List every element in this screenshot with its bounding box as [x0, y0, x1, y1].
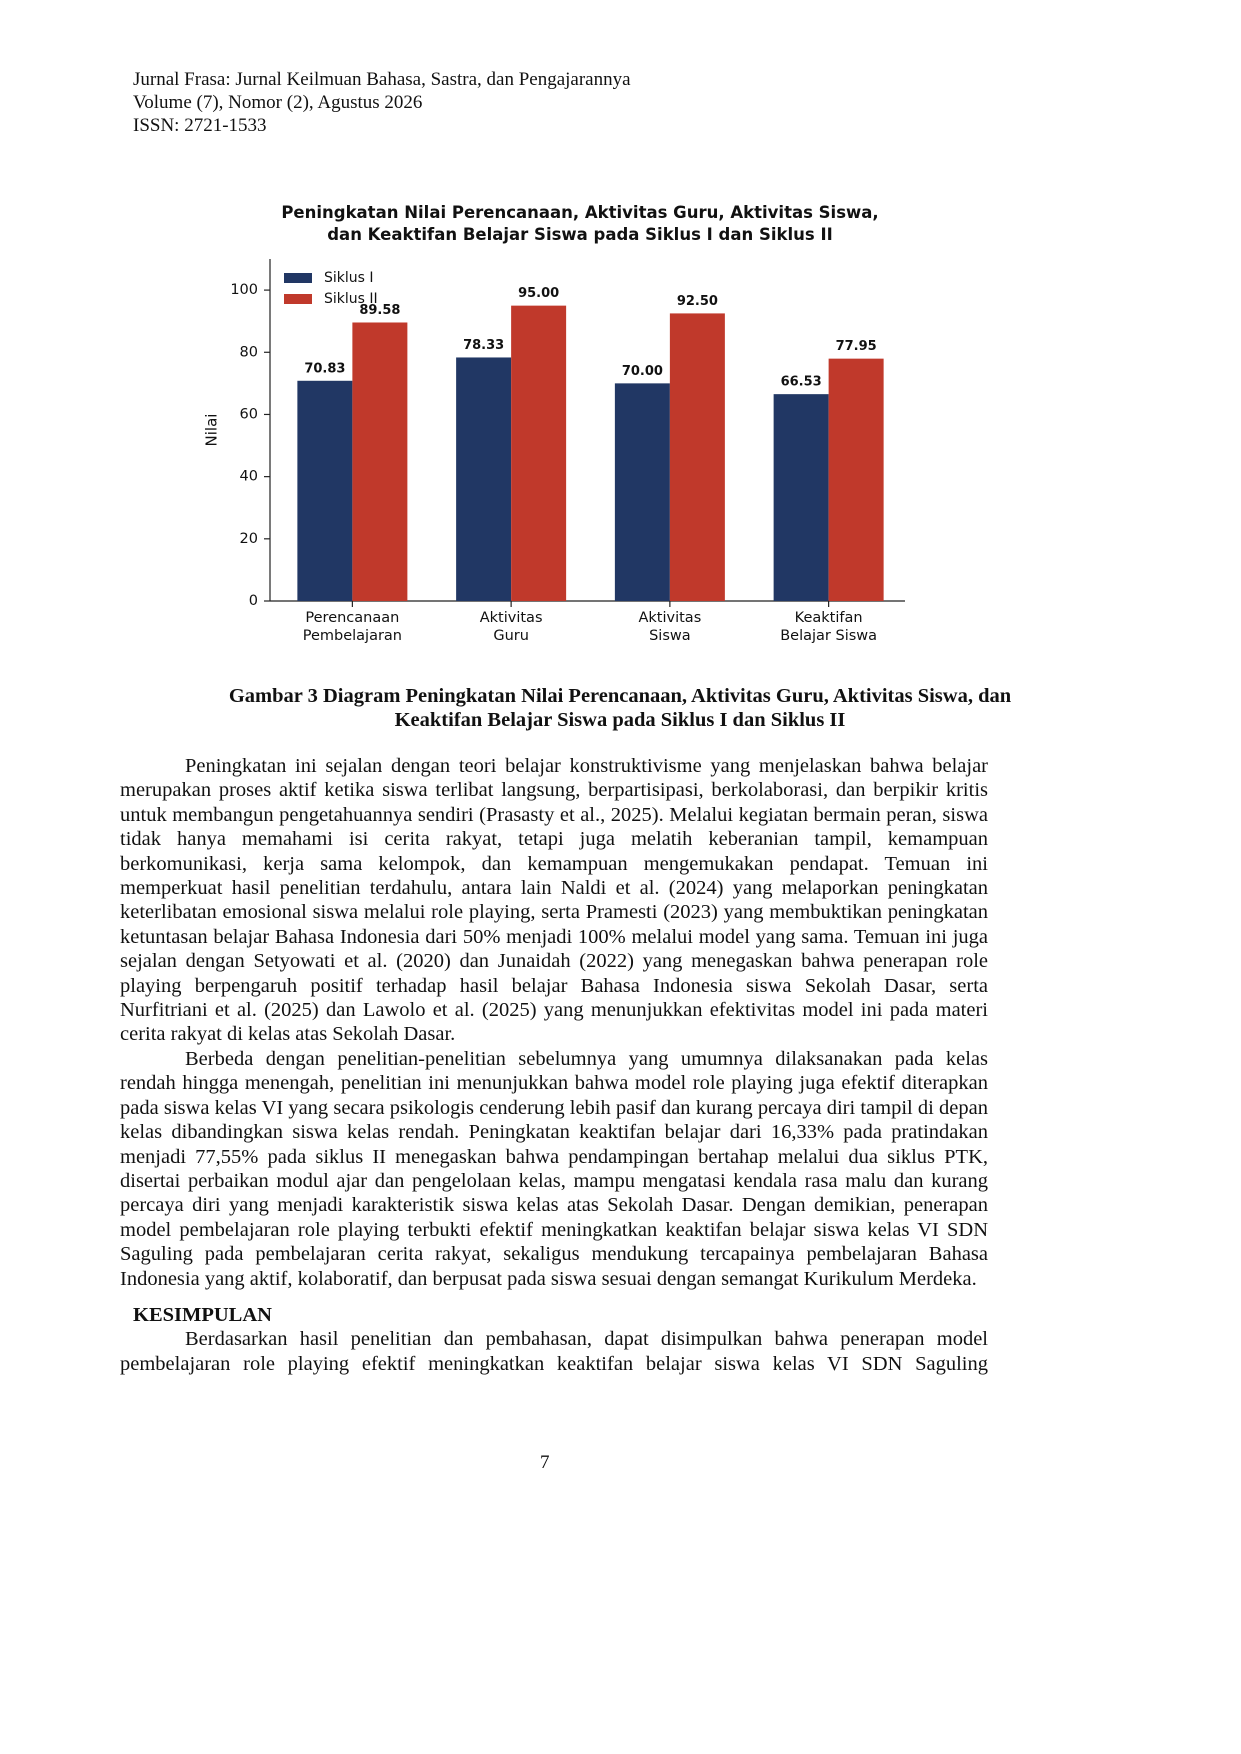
bar: [511, 305, 567, 601]
x-tick-label: Perencanaan Pembelajaran: [302, 610, 402, 644]
y-tick-label: 40: [240, 469, 258, 485]
journal-issn: ISSN: 2721-1533: [133, 115, 267, 136]
figure-caption: Gambar 3 Diagram Peningkatan Nilai Peren…: [228, 685, 1012, 731]
y-tick-label: 60: [240, 406, 258, 422]
section-heading: KESIMPULAN: [133, 1303, 272, 1326]
value-label: 70.00: [622, 364, 663, 379]
body-text: Peningkatan ini sejalan dengan teori bel…: [120, 754, 988, 1376]
journal-volume: Volume (7), Nomor (2), Agustus 2026: [133, 92, 423, 113]
paragraph: Berdasarkan hasil penelitian dan pembaha…: [120, 1328, 988, 1375]
paragraph: Berbeda dengan penelitian-penelitian seb…: [120, 1047, 988, 1290]
chart-svg: 0 20 40 60 80 100 Nilai 70.83 89.58 78.33 95.00 70.…: [203, 259, 905, 609]
legend-label: Siklus II: [324, 291, 378, 307]
value-label: 95.00: [518, 286, 559, 301]
value-label: 92.50: [677, 294, 718, 309]
bar: [297, 380, 353, 601]
legend-swatch: [284, 273, 312, 283]
value-label: 66.53: [781, 375, 822, 390]
x-tick-label: Keaktifan Belajar Siswa: [780, 610, 878, 644]
page-number: 7: [540, 1452, 550, 1473]
bar: [352, 322, 408, 601]
value-label: 78.33: [463, 338, 504, 353]
x-tick-label: Aktivitas Guru: [479, 610, 543, 644]
paragraph: Peningkatan ini sejalan dengan teori bel…: [120, 755, 988, 1046]
value-label: 77.95: [836, 339, 877, 354]
legend-label: Siklus I: [324, 270, 374, 286]
journal-name: Jurnal Frasa: Jurnal Keilmuan Bahasa, Sa…: [133, 69, 631, 90]
bar: [773, 394, 829, 601]
y-tick-label: 100: [230, 282, 258, 298]
bar: [828, 358, 884, 601]
y-axis-label: Nilai: [203, 414, 221, 447]
value-label: 70.83: [304, 361, 345, 376]
value-label: 89.58: [359, 303, 400, 318]
x-tick-label: Aktivitas Siswa: [638, 610, 702, 644]
y-tick-label: 20: [240, 531, 258, 547]
y-tick-label: 0: [249, 593, 258, 609]
bar: [669, 313, 725, 601]
legend-swatch: [284, 294, 312, 304]
y-tick-label: 80: [240, 344, 258, 360]
bar: [614, 383, 670, 601]
bar: [456, 357, 512, 601]
chart-title: Peningkatan Nilai Perencanaan, Aktivitas…: [281, 203, 879, 244]
chart: 0 20 40 60 80 100 Nilai 70.83 89.58 78.33 95.00 70.…: [0, 0, 1241, 680]
